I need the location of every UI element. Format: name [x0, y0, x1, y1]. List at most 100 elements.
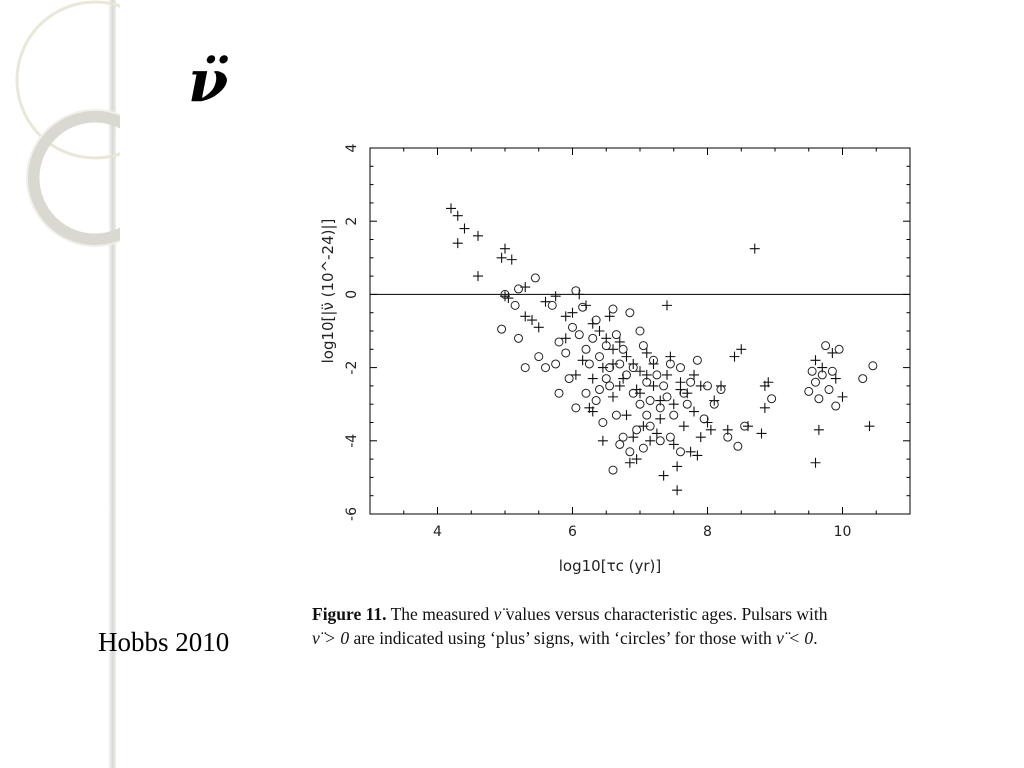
- circle-point: [652, 370, 662, 380]
- circle-point: [571, 403, 581, 413]
- caption-line-1: Figure 11. The measured ν̈ values versus…: [312, 602, 922, 626]
- plus-point: [678, 421, 689, 432]
- plus-point: [668, 399, 679, 410]
- plus-point: [705, 424, 716, 435]
- plus-point: [641, 347, 652, 358]
- circle-point: [581, 344, 591, 354]
- plus-point: [604, 311, 615, 322]
- circle-point: [831, 401, 841, 411]
- circle-point: [807, 366, 817, 376]
- plus-point: [689, 369, 699, 380]
- y-tick-label: -6: [344, 507, 360, 521]
- circle-point: [514, 284, 523, 294]
- plus-point: [830, 373, 841, 384]
- circle-point: [716, 385, 726, 395]
- plus-point: [496, 252, 507, 263]
- plus-point: [685, 446, 696, 457]
- circle-point: [618, 432, 628, 442]
- plus-point: [638, 421, 649, 432]
- plus-point: [658, 470, 669, 481]
- plus-point: [540, 296, 551, 307]
- plus-point: [597, 362, 608, 373]
- plus-point: [624, 457, 635, 468]
- circle-point: [642, 377, 652, 387]
- circle-point: [514, 333, 523, 343]
- plus-point: [520, 311, 531, 322]
- circle-point: [625, 308, 635, 318]
- circle-point: [821, 341, 831, 351]
- circle-point: [686, 377, 696, 387]
- circle-point: [740, 421, 750, 431]
- plus-point: [577, 355, 588, 366]
- circle-point: [703, 381, 712, 391]
- x-tick-label: 10: [834, 524, 852, 540]
- circle-point: [605, 363, 615, 373]
- plus-point: [763, 377, 774, 388]
- plus-point: [864, 421, 875, 432]
- circle-point: [733, 441, 743, 451]
- circle-point: [561, 348, 571, 358]
- caption-text-1: The measured: [390, 604, 494, 624]
- circle-point: [868, 361, 878, 371]
- circle-point: [645, 396, 655, 406]
- plus-point: [459, 223, 470, 234]
- plus-point: [594, 326, 605, 336]
- plus-point: [672, 485, 683, 496]
- plus-point: [813, 424, 824, 435]
- y-tick-label: 4: [344, 143, 360, 152]
- scatter-chart: 4 6 8 10 -6 -4 -2 0 2 4 log10[τc (yr)] log10[|ν̈ (1…: [319, 143, 911, 575]
- plus-point: [668, 439, 679, 450]
- plus-point: [446, 203, 456, 214]
- circle-point: [574, 330, 584, 340]
- y-axis-label: log10[|ν̈ (10^-24)|]: [319, 219, 337, 364]
- circle-point: [568, 322, 577, 332]
- plus-point: [550, 291, 561, 302]
- circle-point: [625, 447, 635, 457]
- circle-point: [520, 363, 530, 373]
- y-tick-label: -4: [344, 434, 360, 448]
- caption-text-2: values versus characteristic ages. Pulsa…: [501, 604, 828, 624]
- circle-point: [655, 403, 665, 413]
- circle-point: [564, 374, 574, 384]
- circle-point: [500, 289, 510, 299]
- plus-point: [651, 428, 662, 439]
- caption-math-3: ν̈ < 0: [776, 628, 814, 648]
- plus-point: [635, 366, 645, 377]
- x-tick-label: 8: [703, 524, 712, 540]
- circle-point: [632, 425, 642, 435]
- circle-point: [628, 388, 638, 398]
- circle-point: [601, 341, 611, 351]
- y-tick-label: 2: [344, 217, 360, 226]
- plus-point: [628, 432, 639, 443]
- plus-point: [567, 307, 578, 318]
- caption-math-2: ν̈ > 0: [312, 628, 350, 648]
- plus-point: [533, 322, 544, 333]
- circle-point: [676, 363, 685, 373]
- plus-point: [608, 344, 618, 355]
- plus-point: [648, 380, 659, 391]
- plus-point: [500, 243, 510, 254]
- circle-point: [645, 421, 655, 431]
- ring-large: [15, 0, 120, 160]
- x-tick-label: 4: [433, 524, 442, 540]
- circle-point: [497, 324, 507, 334]
- circle-point: [699, 414, 709, 424]
- plus-point: [692, 450, 703, 461]
- plus-point: [527, 315, 537, 326]
- circle-point: [642, 410, 652, 420]
- circle-point: [814, 394, 824, 404]
- circle-point: [534, 352, 544, 362]
- circle-point: [628, 363, 638, 373]
- strip-edge: [108, 0, 116, 768]
- circle-point: [767, 394, 777, 404]
- plus-point: [662, 369, 672, 380]
- caption-text-4: .: [813, 628, 818, 648]
- caption-label: Figure 11.: [312, 604, 387, 624]
- y-tick-label: -2: [344, 361, 360, 375]
- circle-point: [635, 399, 645, 409]
- circle-point: [595, 385, 604, 395]
- circle-point: [584, 359, 594, 369]
- plus-point: [736, 344, 747, 355]
- plus-point: [695, 380, 706, 391]
- plus-point: [560, 311, 571, 322]
